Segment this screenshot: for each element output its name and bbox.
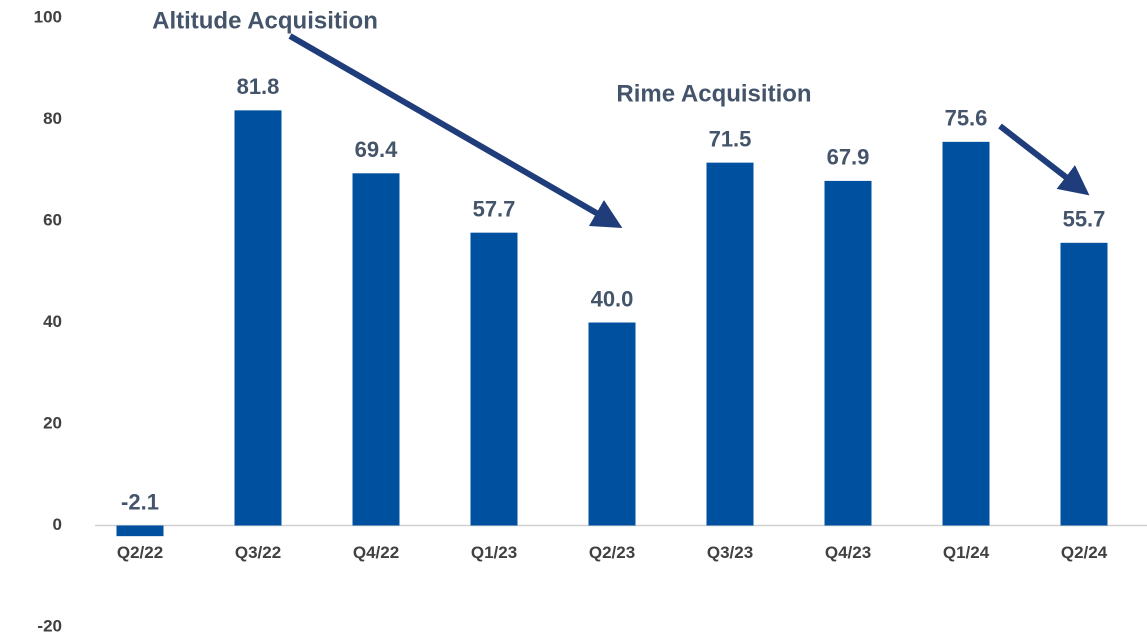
value-label: 55.7 <box>1063 207 1106 232</box>
y-tick-label: 60 <box>43 210 62 229</box>
y-tick-label: 20 <box>43 413 62 432</box>
arrow <box>288 33 623 229</box>
bar <box>824 180 872 526</box>
x-tick-label: Q3/23 <box>707 543 753 562</box>
annotation: Rime Acquisition <box>616 80 811 107</box>
y-tick-label: 40 <box>43 312 62 331</box>
x-tick-label: Q4/23 <box>825 543 871 562</box>
x-tick-label: Q4/22 <box>353 543 399 562</box>
bar <box>942 141 990 526</box>
x-tick-label: Q3/22 <box>235 543 281 562</box>
value-label: 69.4 <box>355 137 399 162</box>
value-label: 81.8 <box>237 74 280 99</box>
x-tick-label: Q2/23 <box>589 543 635 562</box>
value-label: 67.9 <box>827 145 870 170</box>
bar <box>470 232 518 526</box>
y-tick-label: 0 <box>53 515 62 534</box>
y-tick-label: 80 <box>43 109 62 128</box>
x-tick-label: Q2/24 <box>1061 543 1108 562</box>
value-label: 75.6 <box>945 106 988 131</box>
value-label: 40.0 <box>591 286 634 311</box>
y-tick-label: -20 <box>37 616 62 635</box>
bar <box>352 173 400 526</box>
bar <box>116 525 164 537</box>
bar <box>706 162 754 526</box>
bar <box>1060 242 1108 526</box>
value-label: 57.7 <box>473 196 516 221</box>
x-tick-label: Q2/22 <box>117 543 163 562</box>
x-tick-label: Q1/23 <box>471 543 517 562</box>
value-label: 71.5 <box>709 126 752 151</box>
bar <box>588 322 636 526</box>
arrow <box>998 123 1090 196</box>
bar <box>234 110 282 526</box>
annotation: Altitude Acquisition <box>152 7 378 34</box>
y-tick-label: 100 <box>34 7 62 26</box>
value-label: -2.1 <box>121 489 159 514</box>
x-tick-label: Q1/24 <box>943 543 990 562</box>
